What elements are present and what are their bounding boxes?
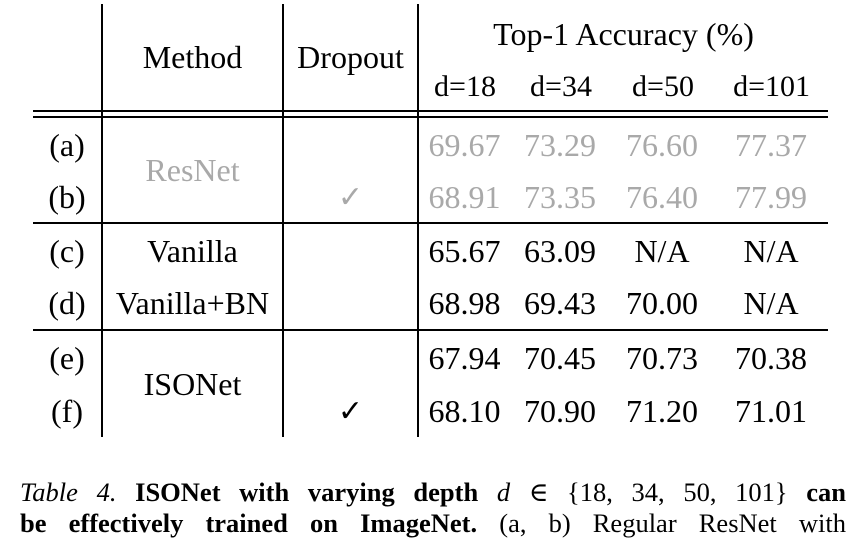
accuracy-value: 73.35 (510, 171, 610, 224)
accuracy-value: 67.94 (428, 339, 501, 376)
method-cell-vanilla: Vanilla (102, 223, 284, 277)
accuracy-value: 69.67 (428, 126, 501, 163)
accuracy-value: 76.40 (610, 171, 714, 224)
caption-bold-tail: be effectively trained on ImageNet. (20, 508, 478, 538)
accuracy-value: 63.09 (524, 232, 596, 269)
accuracy-value: 70.00 (610, 277, 714, 331)
accuracy-value: 70.73 (626, 339, 698, 376)
accuracy-value: 71.20 (626, 392, 698, 429)
accuracy-value: 70.90 (524, 392, 596, 429)
row-label: (c) (33, 223, 103, 277)
accuracy-value: 77.37 (735, 126, 808, 163)
accuracy-value: 70.38 (735, 339, 808, 376)
caption-normal-text: (a, b) Regular ResNet with (499, 508, 846, 538)
row-label: (d) (33, 277, 103, 331)
double-rule-spacer (33, 111, 829, 118)
accuracy-value: N/A (743, 232, 799, 269)
accuracy-value: 69.43 (510, 277, 610, 331)
math-set: ∈ {18, 34, 50, 101} (528, 477, 788, 507)
dropout-cell (283, 117, 419, 171)
row-label: (a) (33, 117, 103, 171)
dropout-cell (283, 330, 419, 384)
method-column-header: Method (102, 4, 284, 112)
row-label: (b) (33, 171, 103, 224)
accuracy-value: 65.67 (428, 232, 501, 269)
accuracy-value: 68.91 (418, 171, 510, 224)
accuracy-value: 68.98 (418, 277, 510, 331)
depth-column-header-d50: d=50 (632, 70, 694, 103)
method-cell-vanilla-bn: Vanilla+BN (102, 277, 284, 331)
checkmark-icon: ✓ (337, 394, 364, 429)
dropout-cell (283, 223, 419, 277)
math-variable-d: d (496, 477, 511, 507)
caption-math-expression: d ∈ {18, 34, 50, 101} (497, 477, 788, 507)
accuracy-value: N/A (714, 277, 829, 331)
caption-line-1: Table 4. ISONet with varying depth d ∈ {… (20, 477, 846, 508)
checkmark-icon: ✓ (337, 180, 364, 215)
table-row-f: (f) ✓ 68.10 70.90 71.20 71.01 (33, 384, 828, 437)
method-cell-resnet: ResNet (102, 117, 284, 224)
row-label: (f) (33, 384, 103, 437)
table-header-row: Method Dropout Top-1 Accuracy (%) d=18 d… (33, 4, 829, 112)
table-row-d: (d) Vanilla+BN 68.98 69.43 70.00 N/A (33, 277, 829, 331)
accuracy-value: 73.29 (524, 126, 596, 163)
results-table: Method Dropout Top-1 Accuracy (%) d=18 d… (33, 4, 829, 437)
accuracy-value: 70.45 (524, 339, 596, 376)
accuracy-group-header: Top-1 Accuracy (%) d=18 d=34 d=50 d=101 (418, 4, 829, 112)
table-row-a: (a) ResNet 69.67 73.29 76.60 77.37 (33, 117, 828, 224)
caption-line-2: be effectively trained on ImageNet. (a, … (20, 508, 846, 539)
depth-column-header-d34: d=34 (530, 70, 592, 103)
dropout-cell (283, 277, 419, 331)
table-row-b: (b) ✓ 68.91 73.35 76.40 77.99 (33, 171, 829, 224)
depth-subheader-row: d=18 d=34 d=50 d=101 (419, 64, 828, 110)
caption-bold-lead: ISONet with varying depth (135, 477, 479, 507)
table-row-c: (c) Vanilla 65.67 63.09 N/A N/A (33, 223, 828, 277)
caption-bold-can: can (806, 477, 846, 507)
depth-column-header-d101: d=101 (733, 70, 810, 103)
table-row-e: (e) ISONet 67.94 70.45 70.73 70.38 (33, 330, 828, 437)
row-label-header-cell (33, 4, 103, 112)
dropout-cell: ✓ (283, 384, 419, 437)
accuracy-value: N/A (634, 232, 690, 269)
accuracy-value: 76.60 (626, 126, 698, 163)
dropout-cell: ✓ (283, 171, 419, 224)
accuracy-value: 77.99 (714, 171, 829, 224)
table-caption: Table 4. ISONet with varying depth d ∈ {… (20, 477, 846, 539)
dropout-column-header: Dropout (283, 4, 419, 112)
depth-column-header-d18: d=18 (434, 70, 496, 103)
accuracy-group-title: Top-1 Accuracy (%) (493, 16, 754, 52)
row-label: (e) (33, 330, 103, 384)
method-cell-isonet: ISONet (102, 330, 284, 437)
accuracy-value: 68.10 (428, 392, 501, 429)
accuracy-value: 71.01 (735, 392, 808, 429)
caption-table-number: Table 4. (20, 477, 117, 507)
